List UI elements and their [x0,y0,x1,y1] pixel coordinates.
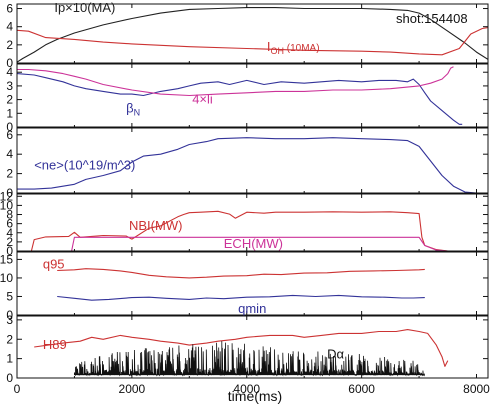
x-tick-label: 0 [14,382,21,396]
y-tick-label: 6 [6,128,13,142]
x-tick-label: 8000 [463,382,490,396]
y-tick-label: 6 [6,2,13,16]
y-tick-label: 0 [6,371,13,385]
series-q95 [57,268,425,279]
panel-6: 0 1 2 3 H89 Dα 0 2000 4000 6000 8000 [6,313,490,396]
y-tick-label: 0 [6,308,13,322]
y-tick-label: 2 [6,167,13,181]
series-label-q95: q95 [43,256,65,271]
panel-frame [16,127,489,194]
y-tick-label: 4 [6,147,13,161]
series-ip-10-ma [17,7,488,63]
series-group [17,210,448,251]
panel-frame [16,315,489,379]
series-label-d: Dα [327,347,344,362]
series-label-ech-mw: ECH(MW) [224,236,283,251]
series-i-oh-10ma [17,27,488,56]
y-tick-label: 1 [6,352,13,366]
y-tick-label: 2 [6,38,13,52]
y-tick-label: 0 [6,56,13,70]
series-label-qmin: qmin [238,301,266,316]
series-group [17,137,477,193]
shot-label: shot:154408 [396,11,468,26]
y-tick-label: 0 [6,244,13,258]
x-axis-label: time(ms) [228,388,282,404]
y-tick-label: 15 [0,252,13,266]
series-d [74,341,425,377]
series-label-h89: H89 [43,337,67,352]
y-tick-label: 10 [0,271,13,285]
series-group [34,329,449,377]
panel-5: 0 5 10 15 q95 qmin [0,251,489,322]
y-tick-label: 6 [6,217,13,231]
y-tick-label: 4 [6,226,13,240]
series-group [17,7,488,63]
series-label-n: βN [126,101,140,118]
series-4-li [17,66,454,97]
series-ech-mw [17,236,448,251]
series-nbi-mw [17,210,448,251]
series-label-ioh: IOH (10MA) [267,39,320,56]
y-tick-label: 10 [0,198,13,212]
x-tick-label: 2000 [119,382,146,396]
series-group [57,268,425,301]
y-tick-label: 2 [6,332,13,346]
y-tick-label: 4 [6,20,13,34]
y-tick-label: 0 [6,120,13,134]
y-tick-label: 3 [6,79,13,93]
series-label-nbi-mw: NBI(MW) [129,218,182,233]
series-ne-10-19-m-3 [17,137,477,193]
series-label-4-li: 4×li [192,92,213,107]
y-tick-label: 5 [6,289,13,303]
panel-frame [16,3,489,64]
panel-frame [16,63,489,128]
panel-3: 0 2 4 6 <ne>(10^19/m^3) [6,127,489,200]
series-h89 [34,329,449,367]
panel-frame [16,193,489,252]
series-qmin [57,294,425,301]
y-tick-label: 2 [6,93,13,107]
x-tick-label: 4000 [233,382,260,396]
series-n [17,73,463,125]
y-tick-label: 8 [6,208,13,222]
y-tick-label: 2 [6,235,13,249]
y-tick-label: 3 [6,313,13,327]
panel-frame [16,251,489,316]
panel-1: 0 2 4 6 Ip×10(MA) IOH (10MA) [6,0,489,70]
y-tick-label: 0 [6,186,13,200]
y-tick-label: 4 [6,65,13,79]
y-tick-label: 1 [6,106,13,120]
series-label-ne-10-19-m-3: <ne>(10^19/m^3) [34,158,135,173]
series-label-ip-10-ma: Ip×10(MA) [54,0,115,15]
x-tick-label: 6000 [348,382,375,396]
series-group [17,66,463,125]
y-tick-label: 12 [0,189,13,203]
